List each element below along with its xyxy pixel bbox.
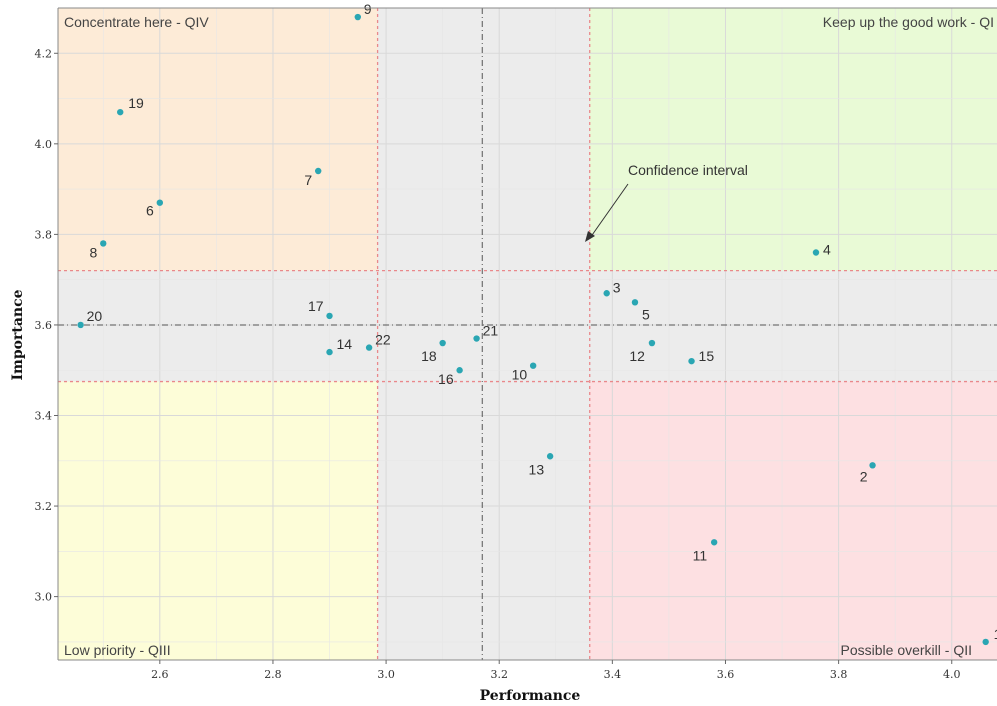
y-tick-label: 4.0 bbox=[35, 138, 53, 151]
y-tick-label: 3.6 bbox=[35, 319, 53, 332]
data-point bbox=[365, 344, 373, 351]
x-tick-label: 3.2 bbox=[490, 668, 508, 681]
data-point bbox=[473, 335, 480, 342]
point-label: 1 bbox=[994, 626, 997, 642]
point-label: 17 bbox=[308, 298, 324, 314]
x-tick-label: 4.0 bbox=[943, 668, 961, 681]
annotation-arrowhead bbox=[585, 231, 595, 242]
y-tick-label: 3.0 bbox=[35, 591, 53, 604]
quadrant-label-qii: Possible overkill - QII bbox=[841, 642, 972, 658]
data-points bbox=[77, 13, 989, 646]
point-label: 3 bbox=[613, 279, 621, 295]
point-label: 2 bbox=[860, 468, 868, 484]
data-point bbox=[603, 290, 610, 297]
quadrant-qiii-region bbox=[58, 381, 378, 660]
data-point bbox=[326, 312, 333, 320]
data-point bbox=[812, 249, 820, 256]
x-tick-label: 2.6 bbox=[151, 668, 169, 681]
data-point bbox=[77, 321, 84, 329]
x-tick-label: 3.6 bbox=[717, 668, 735, 681]
point-label: 18 bbox=[421, 348, 437, 364]
y-tick-label: 4.2 bbox=[35, 47, 53, 60]
data-point bbox=[982, 638, 989, 646]
point-label: 22 bbox=[375, 332, 391, 348]
data-point bbox=[631, 299, 639, 306]
y-axis-ticks: 3.0 3.2 3.4 3.6 3.8 4.0 4.2 bbox=[35, 47, 58, 604]
data-point bbox=[688, 357, 695, 365]
point-label: 8 bbox=[89, 244, 97, 260]
data-point bbox=[529, 362, 537, 369]
grid bbox=[58, 8, 997, 660]
data-point bbox=[354, 13, 362, 21]
y-tick-label: 3.2 bbox=[35, 500, 53, 513]
y-tick-label: 3.4 bbox=[35, 410, 53, 423]
point-label: 21 bbox=[483, 323, 499, 339]
annotation-text: Confidence interval bbox=[628, 162, 748, 178]
quadrant-labels: Concentrate here - QIV Keep up the good … bbox=[64, 14, 994, 658]
data-point bbox=[439, 339, 446, 347]
point-label: 4 bbox=[823, 242, 831, 258]
point-label: 5 bbox=[642, 306, 650, 322]
point-labels: 12345678910111213141516171819202122 bbox=[87, 1, 997, 642]
data-point bbox=[156, 199, 164, 206]
y-tick-label: 3.8 bbox=[35, 228, 53, 241]
reference-lines bbox=[58, 8, 997, 660]
x-tick-label: 3.4 bbox=[604, 668, 622, 681]
point-label: 16 bbox=[438, 371, 454, 387]
x-axis-ticks: 2.6 2.8 3.0 3.2 3.4 3.6 3.8 4.0 bbox=[151, 660, 960, 681]
quadrant-label-qiv: Concentrate here - QIV bbox=[64, 14, 209, 30]
data-point bbox=[100, 240, 107, 247]
point-label: 11 bbox=[693, 547, 708, 563]
plot-frame bbox=[57, 7, 997, 661]
point-label: 15 bbox=[699, 348, 715, 364]
confidence-interval-annotation: Confidence interval bbox=[585, 162, 748, 242]
data-point bbox=[326, 348, 333, 356]
data-point bbox=[117, 108, 124, 116]
point-label: 20 bbox=[87, 308, 103, 324]
x-tick-label: 3.8 bbox=[830, 668, 848, 681]
data-point bbox=[456, 367, 463, 374]
x-axis-title: Performance bbox=[480, 688, 581, 704]
point-label: 14 bbox=[337, 336, 353, 352]
point-label: 19 bbox=[128, 95, 144, 111]
quadrant-qi-region bbox=[589, 8, 997, 271]
point-label: 9 bbox=[364, 1, 372, 17]
data-point bbox=[710, 539, 718, 546]
point-label: 10 bbox=[512, 367, 528, 383]
y-axis-title: Importance bbox=[10, 289, 26, 380]
point-label: 7 bbox=[304, 172, 312, 188]
x-tick-label: 3.0 bbox=[377, 668, 395, 681]
quadrant-label-qiii: Low priority - QIII bbox=[64, 642, 171, 658]
data-point bbox=[546, 453, 554, 460]
point-label: 13 bbox=[529, 461, 545, 477]
quadrant-qii-region bbox=[589, 381, 997, 660]
quadrant-qiv-region bbox=[58, 8, 378, 271]
data-point bbox=[869, 462, 876, 469]
plot-background bbox=[58, 8, 997, 660]
point-label: 12 bbox=[629, 348, 645, 364]
quadrant-label-qi: Keep up the good work - QI bbox=[823, 14, 994, 30]
annotation-arrow bbox=[589, 183, 629, 239]
data-point bbox=[648, 339, 656, 347]
data-point bbox=[315, 167, 322, 175]
point-label: 6 bbox=[146, 203, 154, 219]
x-tick-label: 2.8 bbox=[264, 668, 282, 681]
